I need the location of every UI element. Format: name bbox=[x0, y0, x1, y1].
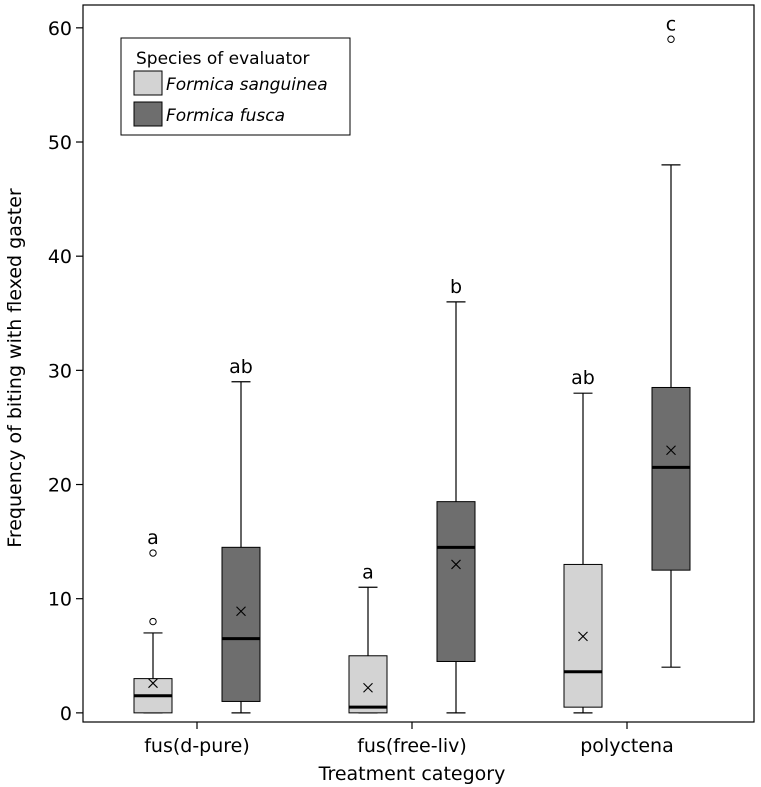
significance-letter: c bbox=[666, 13, 676, 35]
legend: Species of evaluator Formica sanguinea F… bbox=[120, 37, 351, 136]
box-group: b bbox=[436, 276, 476, 714]
legend-title: Species of evaluator bbox=[136, 49, 310, 69]
mean-marker bbox=[363, 682, 373, 693]
x-axis-title: Treatment category bbox=[318, 763, 506, 785]
significance-letter: b bbox=[450, 276, 462, 298]
legend-swatch-formica-fusca bbox=[133, 101, 163, 127]
mean-marker bbox=[666, 445, 676, 456]
boxes: a a ab ab b c bbox=[133, 13, 691, 714]
box-group: a bbox=[133, 527, 173, 714]
x-axis: fus(d-pure) fus(free-liv) polyctena bbox=[144, 722, 674, 757]
x-tick-label: polyctena bbox=[580, 735, 673, 757]
y-tick-label: 20 bbox=[48, 475, 72, 497]
box-group: ab bbox=[563, 367, 603, 714]
significance-letter: ab bbox=[229, 356, 253, 378]
x-tick-label: fus(free-liv) bbox=[357, 735, 467, 757]
y-tick-label: 30 bbox=[48, 360, 72, 382]
y-tick-label: 60 bbox=[48, 18, 72, 40]
box-group: ab bbox=[221, 356, 261, 714]
legend-swatch-formica-sanguinea bbox=[133, 70, 163, 96]
plot-area bbox=[82, 4, 755, 723]
x-tick-label: fus(d-pure) bbox=[144, 735, 250, 757]
legend-label-formica-sanguinea: Formica sanguinea bbox=[166, 75, 328, 95]
box bbox=[221, 546, 261, 702]
box bbox=[348, 655, 388, 714]
significance-letter: a bbox=[362, 561, 374, 583]
y-axis: 0 10 20 30 40 50 60 bbox=[48, 18, 83, 725]
box bbox=[651, 386, 691, 571]
box-group: a bbox=[348, 561, 388, 714]
y-tick-label: 40 bbox=[48, 246, 72, 268]
legend-label-formica-fusca: Formica fusca bbox=[166, 106, 285, 126]
y-axis-title: Frequency of biting with flexed gaster bbox=[4, 188, 26, 548]
y-tick-label: 10 bbox=[48, 589, 72, 611]
mean-marker bbox=[578, 631, 588, 642]
mean-marker bbox=[236, 606, 246, 617]
significance-letter: ab bbox=[571, 367, 595, 389]
box-group: c bbox=[651, 13, 691, 668]
y-tick-label: 0 bbox=[60, 703, 72, 725]
box bbox=[436, 501, 476, 662]
outlier-point bbox=[667, 35, 675, 43]
mean-marker bbox=[148, 678, 158, 689]
plot-frame bbox=[82, 4, 755, 723]
y-tick-label: 50 bbox=[48, 132, 72, 154]
outlier-point bbox=[149, 549, 157, 557]
significance-letter: a bbox=[147, 527, 159, 549]
mean-marker bbox=[451, 559, 461, 570]
outlier-point bbox=[149, 617, 157, 626]
